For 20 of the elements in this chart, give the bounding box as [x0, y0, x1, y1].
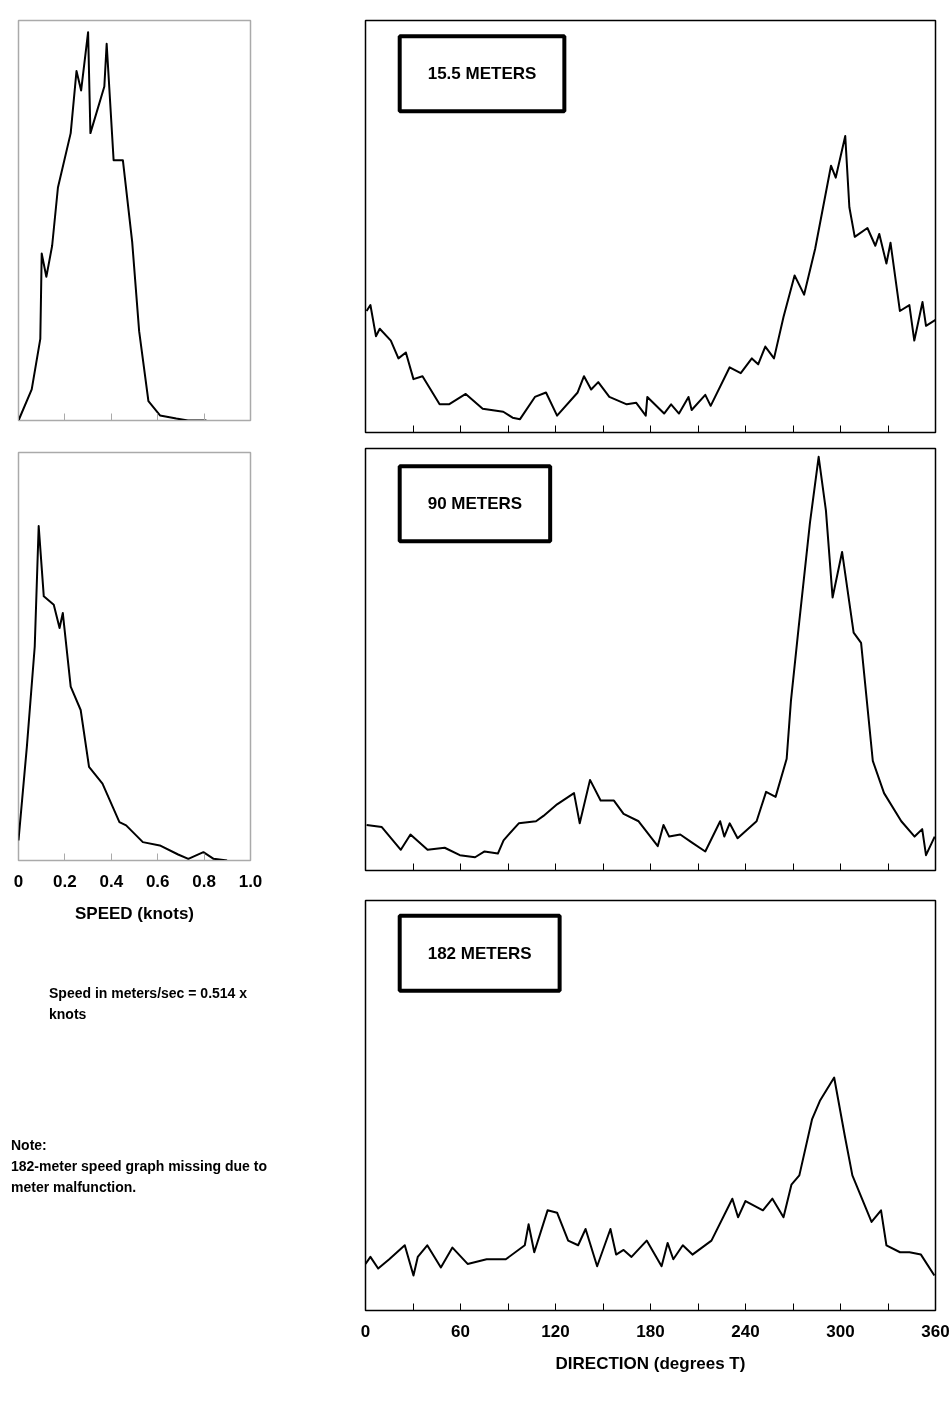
x-tick-label: 0.6	[145, 871, 170, 891]
x-tick-label: 0.8	[192, 871, 216, 891]
chart-title: 182 METERS	[427, 943, 532, 963]
x-tick-label: 120	[541, 1321, 570, 1341]
x-tick-label: 300	[826, 1321, 855, 1341]
x-tick-label: 0.4	[99, 871, 124, 891]
x-tick-label: 0	[360, 1321, 371, 1341]
text: 90 METERS	[427, 494, 523, 514]
x-tick-label: 0	[13, 871, 24, 891]
chart-title: 15.5 METERS	[427, 64, 537, 84]
text: Speed in meters/sec = 0.514 x knots	[49, 984, 249, 1024]
x-axis-title: SPEED (knots)	[74, 903, 195, 923]
x-tick-label: 1.0	[238, 871, 263, 891]
x-tick-label: 240	[731, 1321, 760, 1341]
x-tick-label: 60	[451, 1321, 470, 1341]
text: Note: 182-meter speed graph missing due to meter malfunction.	[11, 1136, 268, 1197]
x-tick-label: 360	[921, 1321, 950, 1341]
x-tick-label: 0.2	[53, 871, 77, 891]
x-axis-title: DIRECTION (degrees T)	[555, 1353, 746, 1373]
x-tick-label: 180	[636, 1321, 665, 1341]
